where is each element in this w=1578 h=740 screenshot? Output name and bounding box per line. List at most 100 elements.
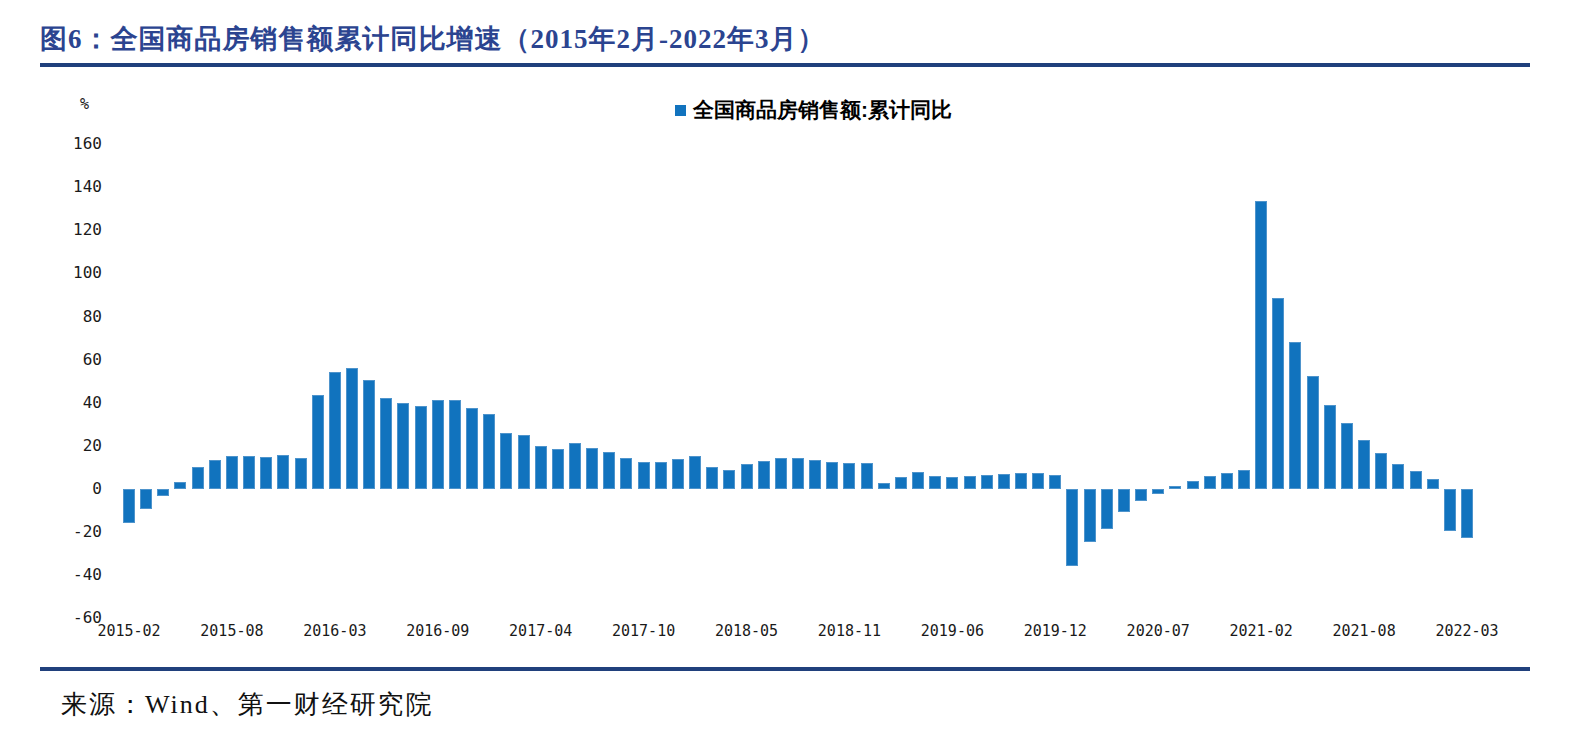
bar-2021-06	[1324, 405, 1336, 489]
bar-2018-10	[826, 462, 838, 489]
x-tick-label: 2015-08	[182, 621, 282, 641]
bar-2021-11	[1410, 471, 1422, 489]
bar-2016-04	[346, 368, 358, 489]
bar-2015-05	[174, 482, 186, 489]
bar-2017-07	[586, 448, 598, 489]
bar-2015-03	[140, 489, 152, 509]
bar-2020-04	[1101, 489, 1113, 529]
bar-2019-10	[1015, 473, 1027, 489]
bar-2015-10	[260, 457, 272, 489]
bar-2021-08	[1358, 440, 1370, 489]
bar-2019-06	[946, 477, 958, 489]
x-tick-label: 2018-11	[799, 621, 899, 641]
bar-2018-11	[843, 463, 855, 489]
bar-2020-08	[1169, 486, 1181, 489]
y-tick-label: 80	[44, 307, 102, 327]
bar-2021-02	[1255, 201, 1267, 489]
x-tick-label: 2022-03	[1417, 621, 1517, 641]
bar-2015-12	[295, 458, 307, 489]
bar-2019-03	[895, 477, 907, 489]
x-tick-label: 2021-02	[1211, 621, 1311, 641]
bar-2020-11	[1221, 473, 1233, 489]
y-tick-label: 20	[44, 436, 102, 456]
y-tick-label: 100	[44, 263, 102, 283]
y-tick-label: 120	[44, 220, 102, 240]
bar-2018-02	[689, 456, 701, 489]
x-tick-label: 2016-09	[388, 621, 488, 641]
bar-2016-09	[432, 400, 444, 489]
y-tick-label: 40	[44, 393, 102, 413]
bar-2018-12	[861, 463, 873, 489]
bar-2016-10	[449, 400, 461, 489]
bar-2016-08	[415, 406, 427, 489]
bar-2022-03	[1461, 489, 1473, 538]
bar-2019-08	[981, 475, 993, 489]
bar-2017-03	[518, 435, 530, 489]
y-tick-label: 140	[44, 177, 102, 197]
bar-2022-02	[1444, 489, 1456, 531]
bar-2018-08	[792, 458, 804, 489]
plot-area: 160140120100806040200-20-40-602015-02201…	[0, 0, 1578, 740]
bar-2021-05	[1307, 376, 1319, 489]
bar-2015-04	[157, 489, 169, 496]
bar-2019-12	[1049, 475, 1061, 489]
bar-2020-10	[1204, 476, 1216, 489]
bar-2020-06	[1135, 489, 1147, 501]
bar-2019-09	[998, 474, 1010, 489]
bar-2017-11	[655, 462, 667, 489]
bar-2016-03	[329, 372, 341, 489]
bar-2017-12	[672, 459, 684, 489]
bar-2015-11	[277, 455, 289, 489]
bar-2020-07	[1152, 489, 1164, 494]
bar-2020-03	[1084, 489, 1096, 542]
bar-2016-05	[363, 380, 375, 489]
bar-2019-04	[912, 472, 924, 489]
bar-2020-02	[1066, 489, 1078, 566]
bar-2015-09	[243, 456, 255, 489]
bar-2015-07	[209, 460, 221, 489]
bar-2016-07	[397, 403, 409, 489]
bar-2018-07	[775, 458, 787, 489]
bar-2017-05	[552, 449, 564, 489]
bar-2018-05	[741, 464, 753, 489]
x-tick-label: 2021-08	[1314, 621, 1414, 641]
bar-2021-03	[1272, 298, 1284, 489]
y-tick-label: 160	[44, 134, 102, 154]
bar-2016-12	[483, 414, 495, 489]
y-tick-label: -40	[44, 565, 102, 585]
bar-2017-06	[569, 443, 581, 489]
y-tick-label: 60	[44, 350, 102, 370]
bar-2018-06	[758, 461, 770, 489]
bar-2021-09	[1375, 453, 1387, 489]
bar-2019-05	[929, 476, 941, 489]
bar-2020-12	[1238, 470, 1250, 489]
bar-2021-10	[1392, 464, 1404, 489]
footer-divider	[40, 667, 1530, 671]
bar-2016-02	[312, 395, 324, 489]
bar-2018-03	[706, 467, 718, 489]
bar-2019-07	[964, 476, 976, 489]
x-tick-label: 2018-05	[697, 621, 797, 641]
x-tick-label: 2020-07	[1108, 621, 1208, 641]
x-tick-label: 2015-02	[79, 621, 179, 641]
bar-2017-10	[638, 462, 650, 489]
bar-2017-08	[603, 452, 615, 489]
bar-2015-02	[123, 489, 135, 523]
bar-2021-04	[1289, 342, 1301, 489]
x-tick-label: 2016-03	[285, 621, 385, 641]
bar-2019-02	[878, 483, 890, 489]
y-tick-label: 0	[44, 479, 102, 499]
bar-2017-04	[535, 446, 547, 489]
x-tick-label: 2019-12	[1005, 621, 1105, 641]
x-tick-label: 2017-10	[594, 621, 694, 641]
bar-2020-09	[1187, 481, 1199, 489]
bar-2016-06	[380, 398, 392, 489]
bar-2019-11	[1032, 473, 1044, 489]
x-tick-label: 2019-06	[902, 621, 1002, 641]
source-note: 来源：Wind、第一财经研究院	[61, 687, 434, 722]
bar-2018-09	[809, 460, 821, 489]
bar-2016-11	[466, 408, 478, 489]
y-tick-label: -20	[44, 522, 102, 542]
bar-2021-12	[1427, 479, 1439, 489]
bar-2018-04	[723, 470, 735, 489]
